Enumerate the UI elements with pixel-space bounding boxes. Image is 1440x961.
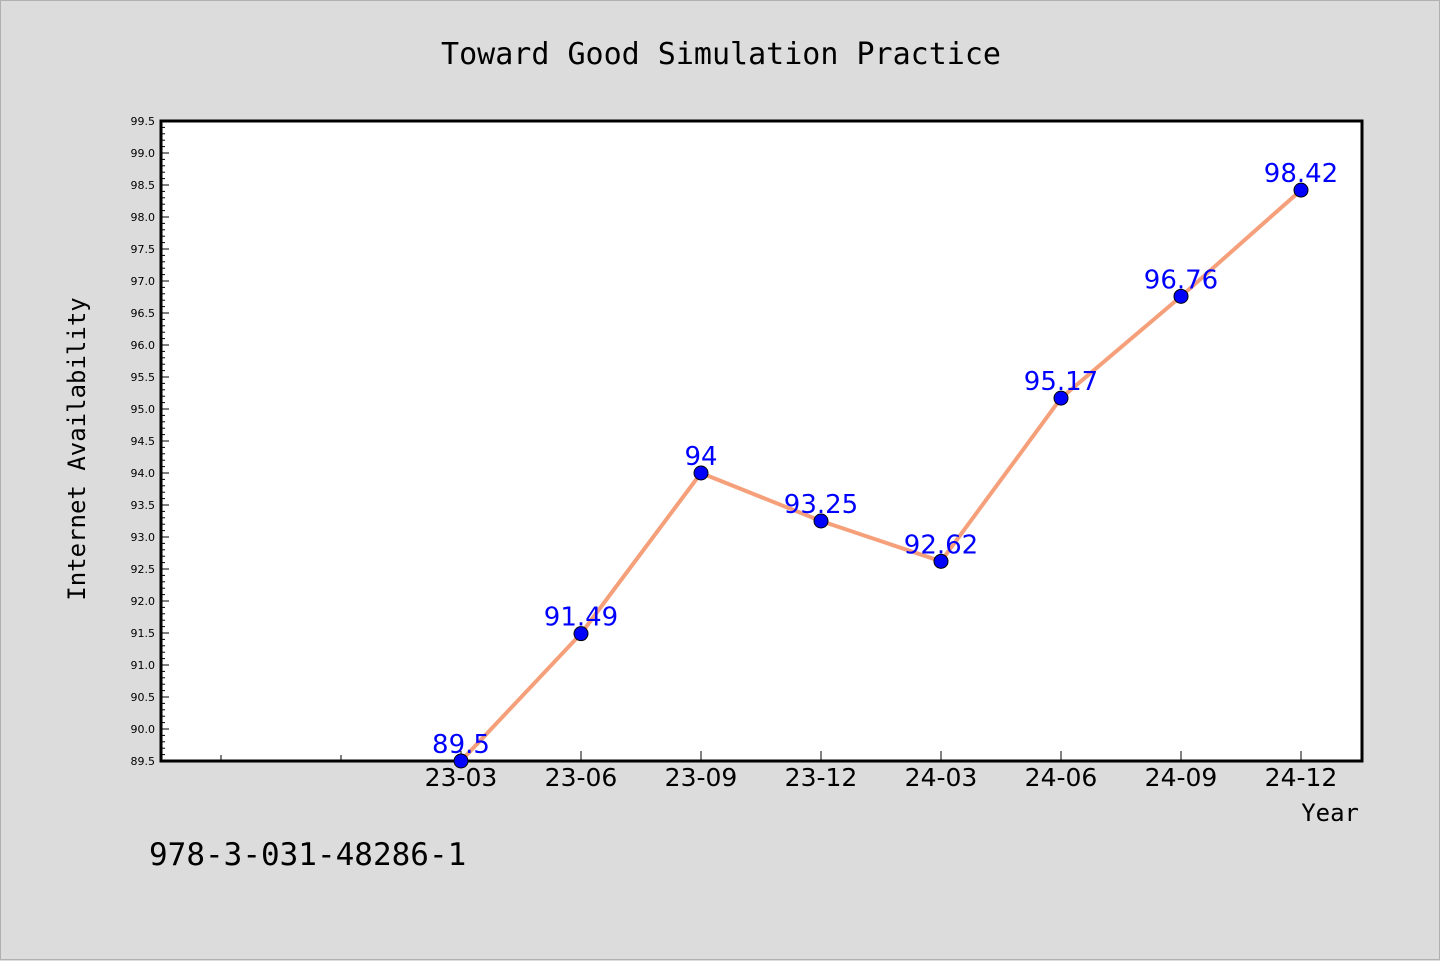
data-label: 93.25 [784,490,858,520]
y-tick-label: 93.5 [131,499,156,512]
x-tick-label: 23-12 [785,763,858,792]
footnote-isbn: 978-3-031-48286-1 [149,837,466,873]
data-labels: 89.5 91.49 94 93.25 92.62 95.17 96.76 98.42 [432,159,1338,760]
data-label: 95.17 [1024,367,1098,397]
y-tick-label: 99.0 [131,147,156,160]
x-tick-label: 24-03 [905,763,978,792]
x-tick-label: 24-09 [1145,763,1218,792]
data-point-marker [1053,390,1069,406]
y-tick-label: 89.5 [131,755,156,768]
x-axis: 23-03 23-06 23-09 23-12 24-03 24-06 24-09 24-12 [220,751,1338,792]
y-tick-label: 97.0 [131,275,156,288]
y-tick-label: 99.5 [131,115,156,128]
data-point-marker [453,753,469,769]
x-tick-label: 23-06 [545,763,618,792]
series-line-group [459,188,1303,763]
y-tick-label: 96.0 [131,339,156,352]
plot-area [159,119,1364,763]
y-tick-label: 97.5 [131,243,156,256]
y-tick-label: 92.0 [131,595,156,608]
data-point-marker [1173,288,1189,304]
y-tick-label: 95.0 [131,403,156,416]
y-tick-label: 98.5 [131,179,156,192]
x-tick-label: 23-09 [665,763,738,792]
y-tick-label: 96.5 [131,307,156,320]
y-tick-label: 92.5 [131,563,156,576]
x-tick-label: 24-06 [1025,763,1098,792]
data-point-marker [693,465,709,481]
data-markers [453,182,1309,769]
data-label: 96.76 [1144,265,1218,295]
y-tick-label: 90.5 [131,691,156,704]
data-label: 98.42 [1264,159,1338,189]
x-axis-title: Year [1301,799,1359,827]
y-axis: 89.5 90.0 90.5 91.0 91.5 92.0 92.5 93.0 93.5 94.0… [131,115,169,768]
y-tick-label: 94.5 [131,435,156,448]
y-tick-label: 91.5 [131,627,156,640]
y-tick-label: 94.0 [131,467,156,480]
data-label: 91.49 [544,603,618,633]
data-point-marker [933,553,949,569]
data-label: 94 [684,442,717,472]
y-tick-label: 93.0 [131,531,156,544]
y-tick-label: 98.0 [131,211,156,224]
y-tick-label: 95.5 [131,371,156,384]
y-tick-label: 90.0 [131,723,156,736]
data-label: 89.5 [432,730,490,760]
y-tick-label: 91.0 [131,659,156,672]
y-axis-title: Internet Availability [63,297,91,600]
chart-title: Toward Good Simulation Practice [441,37,1001,72]
data-label: 92.62 [904,530,978,560]
x-tick-label: 24-12 [1265,763,1338,792]
series-line [459,188,1303,763]
data-point-marker [573,626,589,642]
data-point-marker [813,513,829,529]
data-point-marker [1293,182,1309,198]
